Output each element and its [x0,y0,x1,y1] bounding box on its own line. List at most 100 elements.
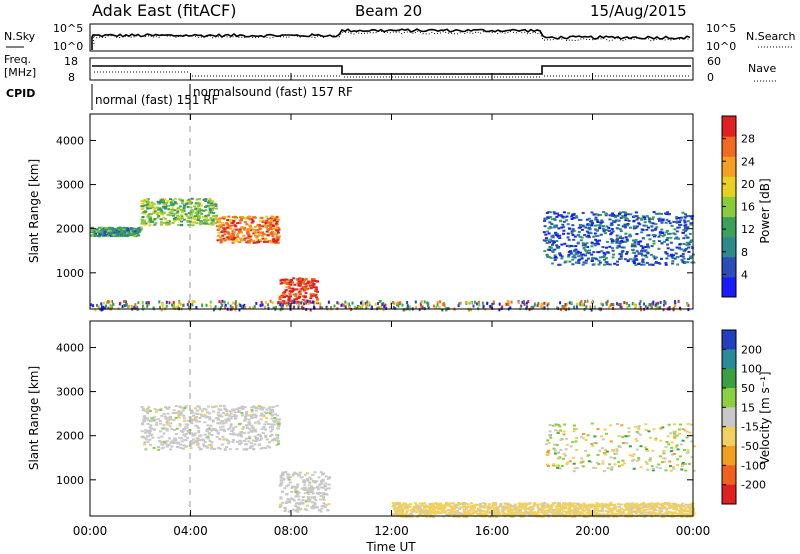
velocity-echo-cell [533,511,537,514]
power-echo-cell [562,232,565,235]
velocity-echo-cell [156,409,160,411]
power-echo-cell [281,303,284,307]
power-echo-cell [269,226,273,229]
velocity-echo-cell [506,505,510,508]
power-echo-cell [300,280,304,283]
velocity-echo-cell [433,511,437,514]
power-echo-cell [643,218,647,221]
velocity-ytick-label: 1000 [56,474,84,487]
power-echo-cell [156,200,160,203]
velocity-echo-cell [419,509,423,512]
velocity-echo-cell [605,450,609,453]
power-echo-cell [144,210,148,213]
power-echo-cell [623,223,627,226]
power-echo-cell [344,300,347,304]
velocity-echo-cell [148,429,152,432]
power-echo-cell [292,277,296,280]
power-echo-cell [252,239,255,242]
power-echo-cell [214,215,218,218]
power-echo-cell [571,213,575,216]
power-echo-cell [260,300,263,304]
power-echo-cell [213,202,217,205]
power-echo-cell [396,303,398,307]
velocity-echo-cell [485,505,489,508]
power-echo-cell [140,228,143,231]
power-echo-cell [169,198,172,201]
velocity-echo-cell [207,405,211,408]
velocity-echo-cell [634,504,638,507]
power-echo-cell [135,228,139,231]
power-echo-cell [199,209,203,212]
velocity-echo-cell [528,502,532,505]
power-echo-cell [664,251,668,254]
power-echo-cell [179,217,183,219]
velocity-echo-cell [512,508,516,511]
power-echo-cell [224,230,227,233]
power-echo-cell [298,284,302,287]
velocity-echo-cell [159,422,162,425]
power-echo-cell [243,221,247,224]
power-echo-cell [665,218,669,221]
velocity-echo-cell [620,513,623,516]
velocity-echo-cell [213,448,217,451]
velocity-echo-cell [262,415,266,418]
power-echo-cell [641,258,645,261]
velocity-echo-cell [659,503,663,506]
power-echo-cell [614,216,618,219]
velocity-echo-cell [312,506,316,509]
power-echo-cell [596,234,600,237]
power-echo-cell [620,305,623,309]
velocity-echo-cell [606,515,610,518]
velocity-echo-cell [505,503,509,505]
velocity-echo-cell [221,435,225,438]
power-echo-cell [634,258,638,261]
power-echo-cell [597,251,601,254]
power-echo-cell [638,223,642,226]
power-echo-cell [687,243,691,246]
power-echo-cell [523,302,526,306]
velocity-echo-cell [688,507,692,509]
power-echo-cell [235,228,239,231]
velocity-echo-cell [642,505,645,507]
power-echo-cell [141,216,145,218]
freq-left-tick-bottom: 8 [68,71,75,84]
cpid-label: CPID [6,87,35,100]
velocity-echo-cell [294,487,298,490]
power-echo-cell [167,205,171,207]
power-echo-cell [246,236,250,239]
power-echo-cell [161,302,164,306]
power-echo-cell [574,245,578,248]
power-echo-cell [193,216,197,219]
power-echo-cell [166,220,169,223]
power-echo-cell [580,236,584,239]
velocity-echo-cell [313,471,317,474]
velocity-echo-cell [196,412,200,415]
velocity-echo-cell [298,471,302,474]
velocity-echo-cell [396,507,400,509]
power-echo-cell [226,236,230,239]
velocity-echo-cell [492,507,496,510]
power-echo-cell [268,222,272,225]
power-colorbar-label: Power [dB] [758,178,772,243]
power-echo-cell [238,241,241,243]
power-echo-cell [313,294,317,297]
velocity-echo-cell [588,503,592,506]
velocity-echo-cell [261,446,265,449]
power-echo-cell [342,303,345,307]
power-echo-cell [546,216,550,219]
power-echo-cell [259,238,263,241]
power-echo-cell [671,260,675,263]
power-echo-cell [629,226,632,229]
power-echo-cell [561,223,565,226]
velocity-echo-cell [564,448,568,451]
velocity-echo-cell [400,515,404,518]
velocity-echo-cell [510,511,514,514]
velocity-echo-cell [151,436,155,439]
power-echo-cell [687,246,691,249]
velocity-echo-cell [301,496,305,498]
power-echo-cell [182,303,185,307]
velocity-echo-cell [173,437,177,440]
velocity-echo-cell [419,511,423,514]
velocity-echo-cell [597,463,601,466]
velocity-echo-cell [641,502,645,504]
